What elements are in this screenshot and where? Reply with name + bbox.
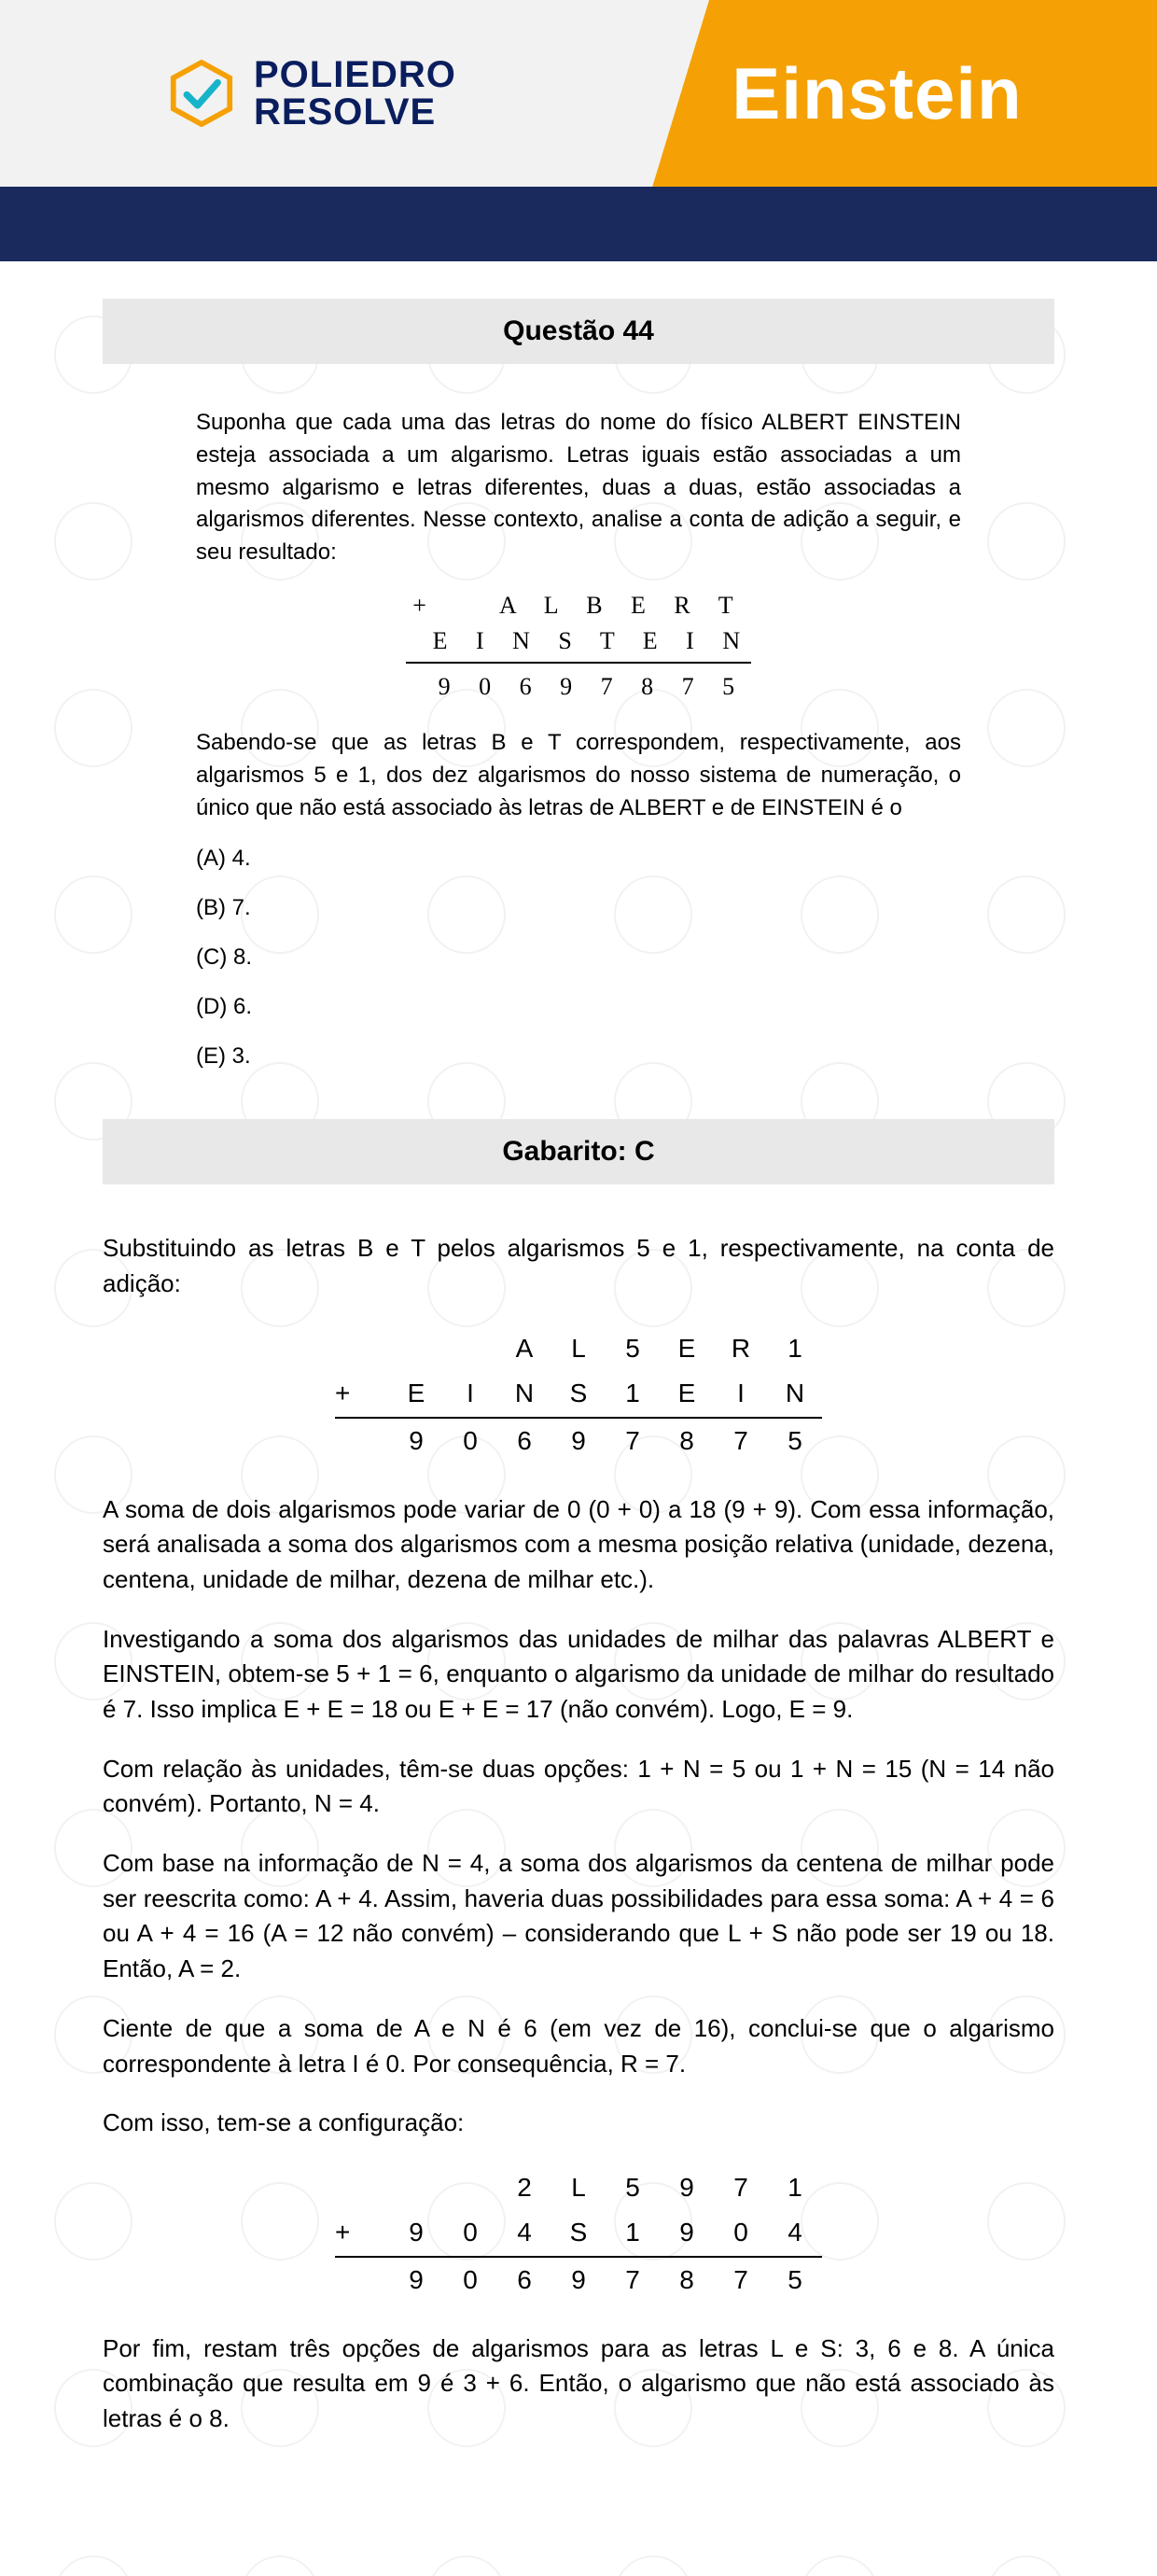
sol-p2: A soma de dois algarismos pode variar de…: [103, 1492, 1054, 1598]
sol-p4: Com relação às unidades, têm-se duas opç…: [103, 1752, 1054, 1822]
sol-p5: Com base na informação de N = 4, a soma …: [103, 1846, 1054, 1987]
option-c: (C) 8.: [196, 942, 961, 974]
question-body: Suponha que cada uma das letras do nome …: [103, 407, 1054, 1072]
option-b: (B) 7.: [196, 892, 961, 925]
question-title: Questão 44: [103, 299, 1054, 364]
option-d: (D) 6.: [196, 991, 961, 1024]
question-addition: +A L B E R T +E I N S T E I N +9 0 6 9 7…: [406, 588, 751, 705]
question-intro: Suponha que cada uma das letras do nome …: [196, 407, 961, 569]
sol-p1: Substituindo as letras B e T pelos algar…: [103, 1231, 1054, 1301]
solution-table-2: 2L 59 71 + 90 4S 19 04 90 69 78 75: [335, 2165, 822, 2303]
table-row: AL 5E R1: [335, 1326, 822, 1372]
sol-p6: Ciente de que a soma de A e N é 6 (em ve…: [103, 2011, 1054, 2081]
option-a: (A) 4.: [196, 843, 961, 875]
poliedro-logo-icon: [168, 60, 235, 127]
brand-line1: POLIEDRO: [254, 56, 456, 93]
question-after: Sabendo-se que as letras B e T correspon…: [196, 727, 961, 824]
brand-text: POLIEDRO RESOLVE: [254, 56, 456, 131]
table-row: 90 69 78 75: [335, 2257, 822, 2303]
table-row: + 90 4S 19 04: [335, 2210, 822, 2257]
answer-title: Gabarito: C: [103, 1119, 1054, 1184]
exam-name: Einstein: [732, 51, 1022, 136]
sol-p8: Por fim, restam três opções de algarismo…: [103, 2331, 1054, 2437]
solution-body: Substituindo as letras B e T pelos algar…: [103, 1231, 1054, 2436]
sol-p7: Com isso, tem-se a configuração:: [103, 2106, 1054, 2141]
sum-result: 9 0 6 9 7 8 7 5: [439, 673, 746, 700]
table-row: 2L 59 71: [335, 2165, 822, 2211]
header-navy-bar: [0, 187, 1157, 261]
addend-1: A L B E R T: [439, 592, 745, 619]
options-list: (A) 4. (B) 7. (C) 8. (D) 6. (E) 3.: [196, 843, 961, 1072]
header-white-panel: POLIEDRO RESOLVE: [0, 0, 709, 187]
solution-table-1: AL 5E R1 + EI NS 1E IN 90 69 78 75: [335, 1326, 822, 1464]
option-e: (E) 3.: [196, 1041, 961, 1073]
addend-2: E I N S T E I N: [433, 627, 752, 654]
brand-line2: RESOLVE: [254, 93, 456, 131]
sol-p3: Investigando a soma dos algarismos das u…: [103, 1622, 1054, 1728]
table-row: 90 69 78 75: [335, 1418, 822, 1464]
table-row: + EI NS 1E IN: [335, 1371, 822, 1418]
page-header: Einstein POLIEDRO RESOLVE: [0, 0, 1157, 261]
